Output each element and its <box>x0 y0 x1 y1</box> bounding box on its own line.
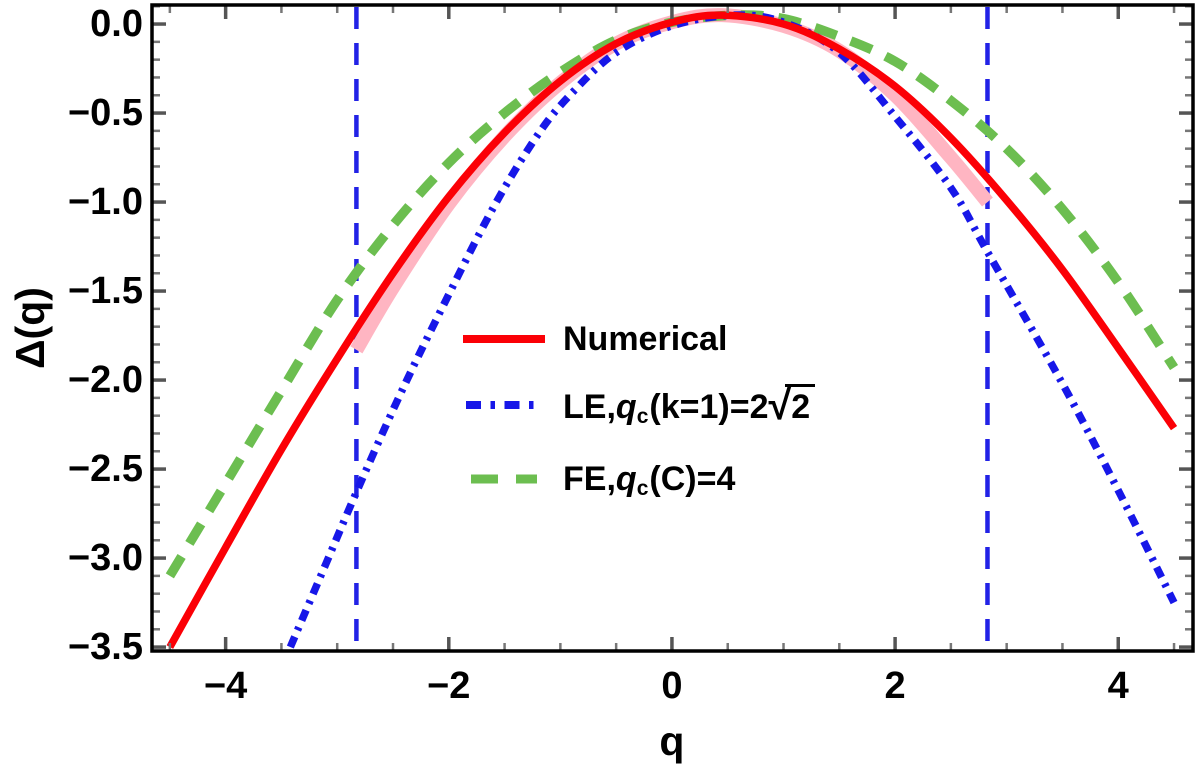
legend-label-segment: q <box>615 387 637 426</box>
axis-tick-group <box>153 4 1192 650</box>
legend-item-fe: FE, q c (C)=4 <box>462 456 735 502</box>
legend-label-numerical: Numerical <box>563 320 727 359</box>
y-tick-label: −3.0 <box>67 537 143 580</box>
sqrt-radical-icon: √ <box>768 380 792 428</box>
y-tick-label: −3.5 <box>67 626 143 669</box>
legend-swatch-fe <box>471 474 537 484</box>
y-tick-label: −0.5 <box>67 92 143 135</box>
x-axis-label: q <box>659 718 685 764</box>
curve-le-qc-k-1-2-2 <box>286 11 1178 649</box>
legend-item-le: LE, q c (k=1)=2 √ 2 <box>462 380 816 429</box>
legend-label-segment: (C)=4 <box>649 459 736 498</box>
x-tick-label: 4 <box>1107 665 1129 707</box>
y-axis-label: Δ(q) <box>7 287 53 369</box>
x-tick-label: −2 <box>427 665 471 707</box>
y-tick-label: −2.5 <box>67 448 143 491</box>
legend-label-segment: LE, <box>563 387 616 426</box>
y-tick-label: −1.0 <box>67 181 143 224</box>
legend-label-segment: Numerical <box>563 319 728 358</box>
legend-label-le: LE, q c (k=1)=2 √ 2 <box>563 380 816 429</box>
legend-label-segment: (k=1)=2 <box>649 387 769 426</box>
legend-item-numerical: Numerical <box>462 316 727 362</box>
plot-frame <box>150 3 1195 653</box>
curve-numerical <box>166 11 1178 649</box>
x-tick-label: 2 <box>884 665 906 707</box>
legend-label-segment: FE, <box>563 459 616 498</box>
y-tick-label: −2.0 <box>67 359 143 402</box>
y-tick-label: 0.0 <box>90 3 143 46</box>
y-tick-label: −1.5 <box>67 270 143 313</box>
curve-fe-qc-c-4 <box>165 10 1179 579</box>
legend-label-fe: FE, q c (C)=4 <box>563 459 736 501</box>
legend-label-segment: q <box>615 459 637 498</box>
legend-swatch-numerical <box>463 335 545 343</box>
curve-group <box>165 8 1179 649</box>
x-tick-label: 0 <box>661 665 683 707</box>
legend-swatch-le <box>466 401 542 409</box>
x-tick-label: −4 <box>203 665 248 707</box>
legend-label-segment: c <box>636 405 649 429</box>
legend-label-segment: c <box>636 477 649 501</box>
sqrt-argument: 2 <box>785 383 816 427</box>
